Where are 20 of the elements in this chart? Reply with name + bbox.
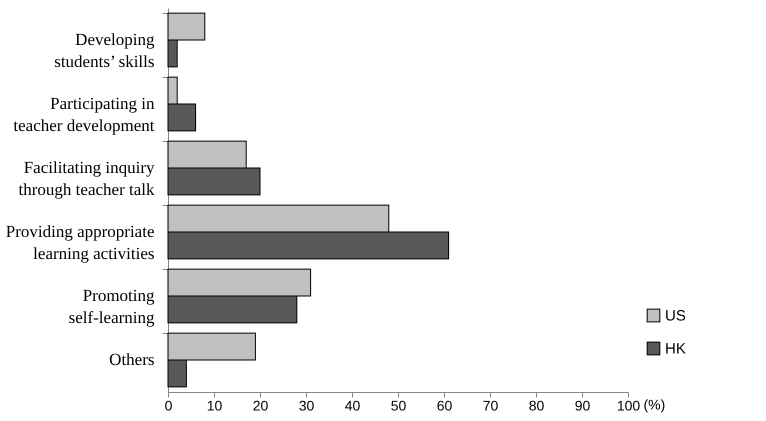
y-tick-label: Participating in teacher development xyxy=(13,94,155,135)
x-tick-label: 50 xyxy=(390,398,406,414)
x-tick-label: 10 xyxy=(206,398,222,414)
y-tick-label: Promoting self-learning xyxy=(68,286,155,327)
y-tick-label: Others xyxy=(109,350,154,369)
x-axis-title: (%) xyxy=(644,396,666,412)
x-tick-label: 100 xyxy=(616,398,640,414)
y-tick-label: Providing appropriate learning activities xyxy=(6,222,154,263)
y-tick-label: Facilitating inquiry through teacher talk xyxy=(18,158,155,199)
legend-label: US xyxy=(665,308,686,324)
legend-label: HK xyxy=(665,340,686,358)
x-tick-label: 40 xyxy=(344,398,360,414)
x-tick-label: 20 xyxy=(252,398,268,414)
y-tick-label: Developing students’ skills xyxy=(54,30,155,71)
x-tick-label: 30 xyxy=(298,398,314,414)
x-tick-label: 0 xyxy=(164,398,173,414)
x-tick-label: 80 xyxy=(528,398,544,414)
x-tick-label: 70 xyxy=(482,398,498,414)
x-tick-label: 60 xyxy=(436,398,452,414)
x-tick-label: 90 xyxy=(574,398,590,414)
